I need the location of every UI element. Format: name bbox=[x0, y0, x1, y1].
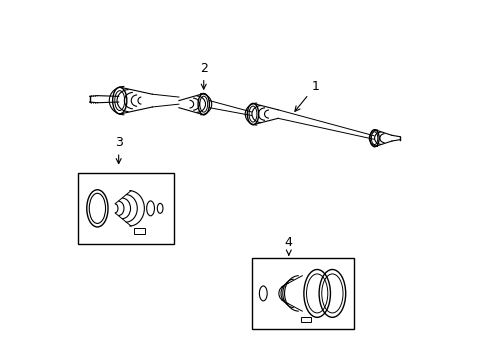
Bar bbox=[251, 258, 354, 329]
Text: 3: 3 bbox=[115, 136, 122, 163]
Bar bbox=[301, 317, 310, 323]
Text: 1: 1 bbox=[294, 80, 319, 111]
Text: 4: 4 bbox=[285, 235, 292, 255]
Text: 2: 2 bbox=[200, 62, 207, 89]
Bar bbox=[78, 173, 173, 244]
Bar bbox=[134, 228, 144, 234]
